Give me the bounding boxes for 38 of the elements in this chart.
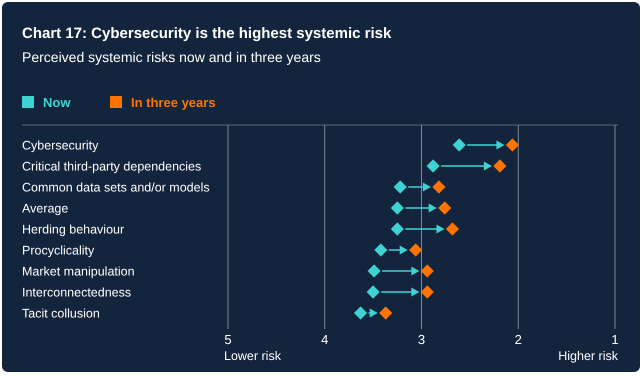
point bbox=[394, 180, 407, 194]
text: Higher risk bbox=[558, 349, 619, 363]
point bbox=[390, 201, 404, 215]
point bbox=[432, 180, 446, 194]
point bbox=[438, 201, 452, 215]
y-tick-label: Procyclicality bbox=[22, 244, 95, 258]
point bbox=[354, 306, 368, 320]
y-tick-label: Average bbox=[22, 202, 68, 216]
point bbox=[409, 243, 422, 257]
point bbox=[390, 222, 404, 236]
y-tick-label: Market manipulation bbox=[22, 264, 135, 278]
y-tick-label: Herding behaviour bbox=[22, 222, 124, 236]
chart-subtitle: Perceived systemic risks now and in three years bbox=[22, 49, 321, 65]
point bbox=[452, 138, 466, 152]
point bbox=[368, 264, 381, 278]
y-tick-label: Interconnectedness bbox=[22, 286, 132, 300]
x-tick-label: 2 bbox=[514, 332, 522, 347]
y-tick-label: Cybersecurity bbox=[22, 138, 100, 152]
legend-label: In three years bbox=[131, 95, 216, 110]
point bbox=[506, 138, 520, 152]
point bbox=[420, 285, 434, 299]
point bbox=[420, 264, 434, 278]
point bbox=[426, 159, 440, 173]
point bbox=[493, 159, 506, 173]
x-tick-label: 4 bbox=[321, 332, 328, 347]
point bbox=[446, 222, 460, 236]
x-tick-label: 3 bbox=[418, 332, 426, 347]
point bbox=[366, 285, 380, 299]
text: Lower risk bbox=[224, 349, 282, 363]
y-tick-label: Tacit collusion bbox=[22, 306, 100, 320]
legend-label: Now bbox=[43, 95, 72, 110]
y-tick-label: Common data sets and/or models bbox=[22, 180, 210, 194]
point bbox=[374, 243, 388, 257]
chart-title: Chart 17: Cybersecurity is the highest systemic risk bbox=[22, 25, 392, 42]
y-tick-label: Critical third-party dependencies bbox=[22, 160, 202, 174]
x-tick-label: 1 bbox=[611, 332, 619, 347]
x-tick-label: 5 bbox=[224, 332, 232, 347]
point bbox=[379, 306, 392, 320]
